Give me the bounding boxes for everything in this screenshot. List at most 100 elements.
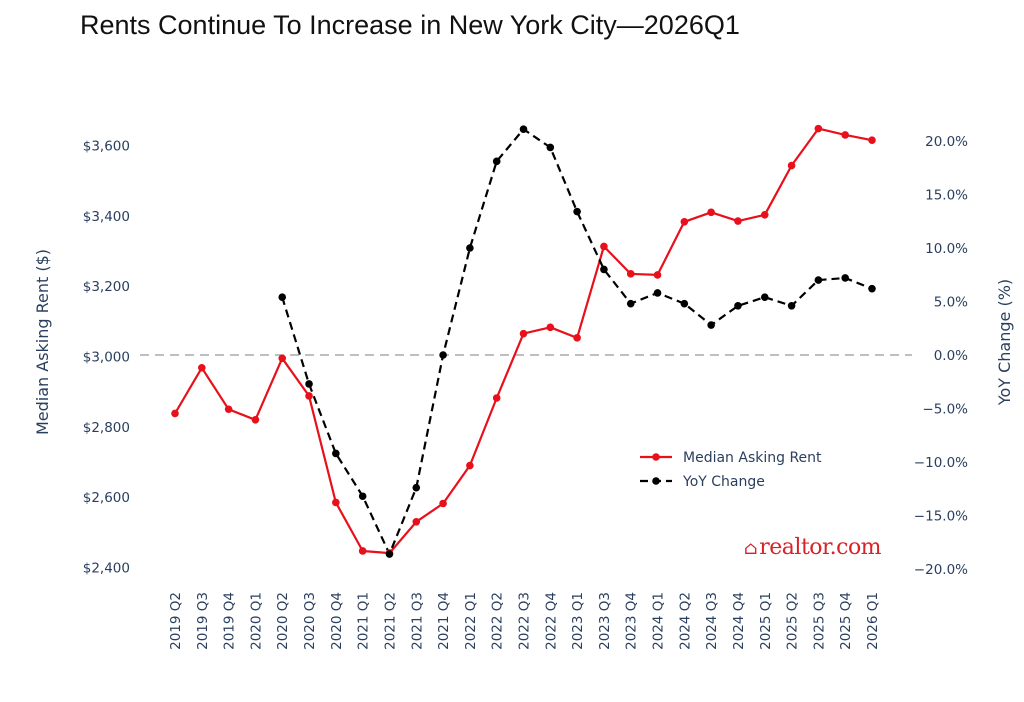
yoy-point-2020-Q2 [278, 293, 287, 302]
right-tick-label: −20.0% [914, 562, 968, 578]
rent-point-2025-Q4 [841, 131, 849, 139]
rent-point-2024-Q2 [680, 218, 689, 226]
yoy-point-2024-Q1 [653, 289, 662, 297]
left-tick-label: $3,000 [83, 350, 130, 366]
rent-point-2019-Q2 [171, 409, 179, 418]
left-tick-label: $3,400 [83, 209, 130, 225]
x-tick-label: 2025 Q2 [785, 592, 801, 650]
right-tick-label: −5.0% [922, 402, 968, 418]
rent-point-2023-Q4 [626, 270, 635, 278]
rent-point-2024-Q1 [653, 271, 662, 279]
left-tick-label: $3,600 [83, 139, 130, 155]
legend-swatch-marker [652, 477, 660, 485]
yoy-point-2025-Q3 [814, 276, 823, 284]
x-tick-label: 2023 Q3 [597, 592, 613, 650]
house-logo-icon: ⌂ [744, 538, 758, 559]
legend-label: Median Asking Rent [683, 450, 822, 466]
x-tick-label: 2019 Q4 [222, 592, 238, 650]
x-tick-label: 2022 Q2 [490, 592, 506, 650]
x-tick-label: 2024 Q4 [731, 592, 747, 650]
series-lines [174, 127, 873, 556]
right-y-axis: −20.0% −15.0% −10.0% −5.0% 0.0% 5.0% 10.0% 15.0… [914, 134, 968, 578]
x-tick-label: 2024 Q1 [651, 592, 667, 650]
right-tick-label: 0.0% [934, 348, 968, 364]
yoy-point-2025-Q2 [787, 301, 796, 310]
yoy-point-2022-Q3 [519, 125, 528, 134]
x-tick-label: 2020 Q1 [248, 592, 264, 650]
rent-point-2024-Q3 [707, 208, 715, 217]
rent-point-2021-Q3 [412, 517, 421, 526]
legend[interactable]: Median Asking Rent YoY Change [640, 450, 822, 490]
x-tick-label: 2020 Q3 [302, 592, 318, 650]
x-tick-label: 2020 Q4 [329, 592, 345, 650]
rent-point-2021-Q4 [439, 499, 447, 508]
x-tick-label: 2021 Q2 [382, 592, 398, 650]
yoy-point-2024-Q2 [680, 299, 689, 308]
rent-point-2025-Q1 [760, 210, 769, 219]
brand-name: realtor.com [759, 535, 882, 560]
right-tick-label: −10.0% [914, 455, 968, 471]
rent-point-2020-Q1 [251, 416, 260, 424]
rent-point-2025-Q3 [814, 124, 823, 133]
right-tick-label: 5.0% [934, 295, 968, 311]
yoy-point-2025-Q4 [841, 274, 849, 282]
x-axis: 2019 Q2 2019 Q3 2019 Q4 2020 Q1 2020 Q2 2020 … [168, 592, 881, 650]
x-tick-label: 2024 Q2 [677, 592, 693, 650]
x-tick-label: 2025 Q1 [758, 592, 774, 650]
rent-point-2019-Q3 [198, 363, 206, 372]
left-y-axis: $2,400 $2,600 $2,800 $3,000 $3,200 $3,400 $3,6… [83, 139, 130, 577]
rent-point-2020-Q4 [332, 498, 340, 507]
x-tick-label: 2025 Q4 [838, 592, 854, 650]
x-tick-label: 2026 Q1 [865, 592, 881, 650]
left-tick-label: $2,800 [83, 420, 130, 436]
right-tick-label: −15.0% [914, 509, 968, 525]
legend-label: YoY Change [682, 474, 765, 490]
yoy-point-2026-Q1 [868, 284, 876, 293]
left-tick-label: $3,200 [83, 279, 130, 295]
rent-point-2022-Q2 [492, 394, 501, 402]
rent-point-2019-Q4 [224, 405, 233, 414]
yoy-point-2025-Q1 [760, 293, 769, 302]
x-tick-label: 2021 Q4 [436, 592, 452, 650]
legend-swatch-marker [652, 453, 660, 461]
yoy-point-2024-Q4 [734, 301, 742, 310]
rent-point-2021-Q1 [358, 547, 367, 555]
left-axis-title: Median Asking Rent ($) [33, 249, 52, 435]
rent-point-2024-Q4 [734, 217, 742, 225]
rent-point-2022-Q1 [466, 461, 474, 470]
yoy-point-2022-Q4 [546, 143, 555, 152]
right-axis-title: YoY Change (%) [995, 279, 1014, 406]
right-tick-label: 15.0% [925, 188, 968, 204]
rent-point-2025-Q2 [787, 161, 796, 170]
yoy-point-2023-Q1 [573, 207, 581, 216]
right-tick-label: 20.0% [925, 134, 968, 150]
x-tick-label: 2022 Q4 [543, 592, 559, 650]
rent-point-2023-Q1 [573, 334, 581, 342]
x-tick-label: 2022 Q1 [463, 592, 479, 650]
x-tick-label: 2021 Q3 [409, 592, 425, 650]
yoy-point-2021-Q3 [412, 483, 421, 492]
x-tick-label: 2019 Q2 [168, 592, 184, 650]
x-tick-label: 2024 Q3 [704, 592, 720, 650]
rent-point-2022-Q4 [546, 323, 555, 332]
yoy-point-2024-Q3 [707, 321, 715, 329]
yoy-point-2023-Q3 [600, 265, 608, 274]
rent-point-2020-Q3 [305, 392, 313, 400]
rent-series-line [174, 127, 873, 555]
x-tick-label: 2019 Q3 [195, 592, 211, 650]
yoy-point-2020-Q3 [305, 380, 313, 388]
series-points [171, 124, 876, 558]
left-tick-label: $2,600 [83, 490, 130, 506]
x-tick-label: 2020 Q2 [275, 592, 291, 650]
rent-point-2022-Q3 [519, 329, 528, 338]
chart-title: Rents Continue To Increase in New York C… [80, 10, 740, 40]
yoy-point-2020-Q4 [332, 449, 340, 458]
right-tick-label: 10.0% [925, 241, 968, 257]
yoy-point-2021-Q2 [385, 550, 394, 558]
yoy-point-2023-Q4 [626, 299, 635, 308]
rent-point-2026-Q1 [868, 136, 876, 145]
x-tick-label: 2022 Q3 [517, 592, 533, 650]
realtor-logo: ⌂realtor.com [744, 535, 882, 560]
x-tick-label: 2023 Q4 [624, 592, 640, 650]
